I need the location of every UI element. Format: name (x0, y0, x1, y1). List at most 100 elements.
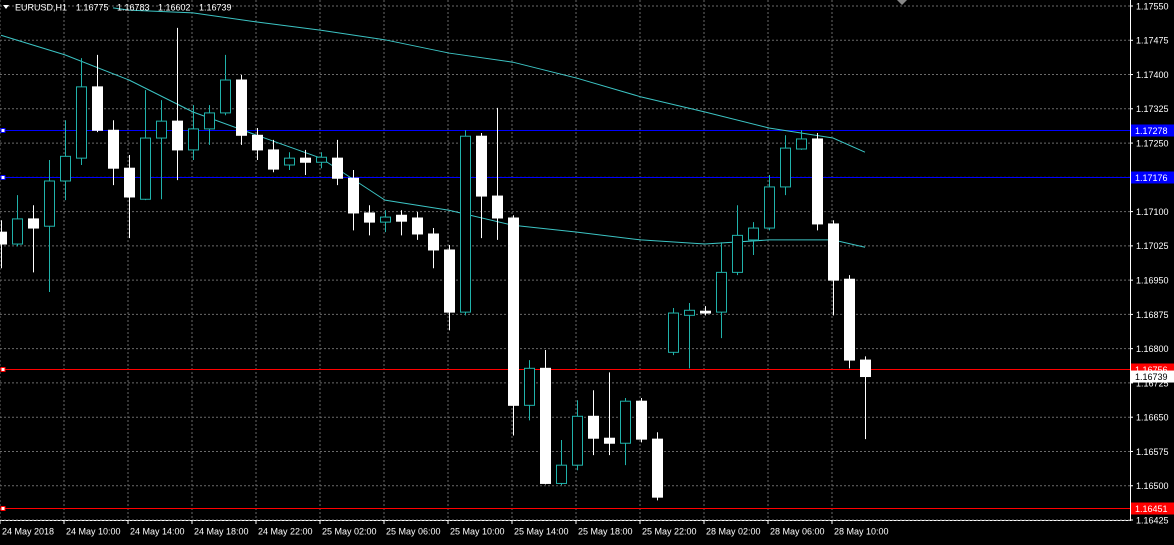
plot (0, 7, 1130, 511)
level-marker (0, 175, 6, 180)
x-tick-label: 24 May 18:00 (194, 526, 249, 536)
shift-marker (897, 0, 907, 5)
candle-body (108, 129, 119, 169)
bid-label-box (1131, 370, 1174, 383)
y-tick-label: 1.16650 (1136, 413, 1169, 423)
level-label-box (1131, 124, 1174, 137)
candle-body (780, 147, 791, 188)
candle-body (364, 212, 375, 223)
level-marker (0, 506, 6, 511)
candle-body (508, 217, 519, 406)
moving-average (0, 34, 866, 248)
x-tick-label: 28 May 06:00 (770, 526, 825, 536)
candle-body (0, 231, 7, 245)
candle-body (124, 167, 135, 198)
y-tick-label: 1.17550 (1136, 1, 1169, 11)
level-label: 1.17176 (1135, 173, 1168, 183)
candle-body (172, 120, 183, 151)
candle-body (252, 134, 263, 151)
x-tick-label: 25 May 02:00 (322, 526, 377, 536)
candle-body (444, 249, 455, 313)
candle-body (492, 195, 503, 219)
x-tick-label: 25 May 18:00 (578, 526, 633, 536)
candle-body (332, 157, 343, 179)
candle-body (844, 278, 855, 361)
candle-body (284, 157, 295, 166)
candle-body (652, 438, 663, 498)
y-tick-label: 1.16875 (1136, 310, 1169, 320)
y-tick-label: 1.16800 (1136, 344, 1169, 354)
y-tick-label: 1.17100 (1136, 207, 1169, 217)
x-tick-label: 24 May 2018 (2, 526, 54, 536)
y-tick-label: 1.16950 (1136, 276, 1169, 286)
candle-body (140, 137, 151, 200)
header-value: 1.16739 (199, 2, 232, 12)
x-tick-label: 24 May 22:00 (258, 526, 313, 536)
candle-body (348, 177, 359, 214)
candle-body (620, 400, 631, 444)
candle-body (716, 271, 727, 313)
candle-body (812, 138, 823, 225)
header-value: 1.16783 (117, 2, 150, 12)
candle-body (44, 180, 55, 227)
header-values: 1.16775 1.16783 1.16602 1.16739 (76, 2, 232, 12)
y-tick-label: 1.16575 (1136, 447, 1169, 457)
candle-body (300, 157, 311, 163)
candle-body (156, 120, 167, 139)
level-marker (0, 367, 6, 372)
candle-body (668, 312, 679, 353)
level-label: 1.16451 (1135, 504, 1168, 514)
candle-body (28, 218, 39, 229)
y-tick-label: 1.17400 (1136, 70, 1169, 80)
menu-arrow[interactable] (3, 5, 9, 9)
candle-body (204, 112, 215, 130)
x-tick-label: 25 May 06:00 (386, 526, 441, 536)
candle-body (268, 149, 279, 170)
level-label-box (1131, 502, 1174, 515)
level-label-box (1131, 171, 1174, 184)
candle-body (524, 367, 535, 406)
header-value: 1.16775 (76, 2, 109, 12)
candle-body (700, 310, 711, 314)
candle-body (764, 186, 775, 229)
candle-body (460, 135, 471, 313)
x-tick-label: 28 May 10:00 (834, 526, 889, 536)
x-tick-label: 25 May 10:00 (450, 526, 505, 536)
candle-body (828, 223, 839, 281)
candle-body (748, 227, 759, 241)
candle-body (540, 367, 551, 484)
candle-body (220, 79, 231, 114)
level-marker (0, 128, 6, 133)
candle-body (588, 415, 599, 439)
y-tick-label: 1.17325 (1136, 104, 1169, 114)
candle-body (188, 128, 199, 151)
x-tick-label: 25 May 22:00 (642, 526, 697, 536)
candle-body (732, 234, 743, 273)
candle-body (604, 437, 615, 444)
level-label: 1.17278 (1135, 126, 1168, 136)
y-tick-label: 1.17025 (1136, 241, 1169, 251)
candle-body (684, 309, 695, 316)
x-tick-label: 28 May 02:00 (706, 526, 761, 536)
candle-body (428, 233, 439, 251)
bid-label: 1.16739 (1135, 372, 1168, 382)
candle-body (76, 86, 87, 159)
candle-body (380, 216, 391, 223)
candle-body (476, 135, 487, 197)
candle-body (636, 400, 647, 440)
candle-body (396, 214, 407, 222)
candle-body (572, 415, 583, 466)
candle-body (92, 86, 103, 131)
symbol: EURUSD,H1 (15, 2, 67, 12)
x-tick-label: 24 May 14:00 (130, 526, 185, 536)
x-tick-label: 24 May 10:00 (66, 526, 121, 536)
candle-body (236, 79, 247, 136)
moving-average (112, 7, 866, 153)
candle-body (412, 217, 423, 235)
y-tick-label: 1.16500 (1136, 481, 1169, 491)
y-tick-label: 1.16725 (1136, 378, 1169, 388)
